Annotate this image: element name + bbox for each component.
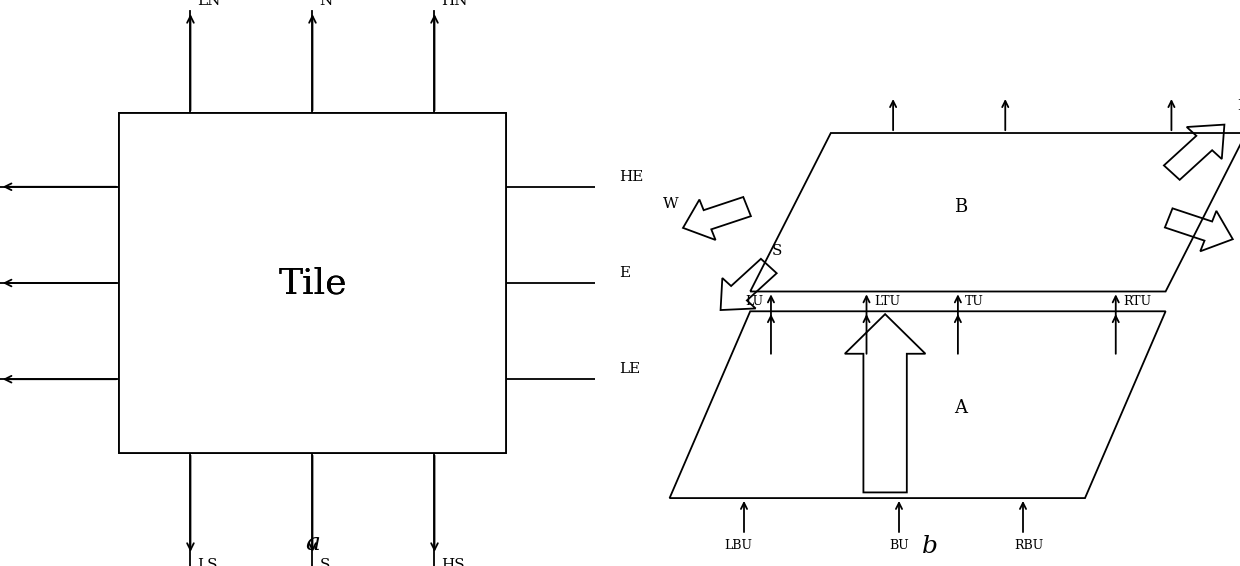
Text: HN: HN (441, 0, 469, 8)
Text: LN: LN (197, 0, 221, 8)
Bar (119, 113, 506, 453)
Text: RBU: RBU (1014, 539, 1044, 552)
Text: LE: LE (619, 362, 640, 376)
Text: LTU: LTU (874, 295, 900, 308)
Text: E: E (619, 266, 630, 280)
Text: HS: HS (441, 558, 465, 566)
Text: LBU: LBU (724, 539, 751, 552)
Text: BU: BU (889, 539, 909, 552)
Text: S: S (771, 243, 782, 258)
Text: W: W (663, 197, 680, 211)
Text: RTU: RTU (1123, 295, 1151, 308)
Text: B: B (955, 198, 967, 216)
Text: b: b (923, 534, 937, 558)
Text: Tile: Tile (278, 266, 347, 300)
Text: Tile: Tile (278, 266, 347, 300)
Text: N: N (320, 0, 332, 8)
Text: LU: LU (745, 295, 764, 308)
Text: a: a (305, 531, 320, 555)
Text: TU: TU (966, 295, 985, 308)
Text: A: A (955, 398, 967, 417)
Text: N: N (1238, 99, 1240, 113)
Text: S: S (320, 558, 330, 566)
Text: HE: HE (619, 170, 644, 184)
Text: LS: LS (197, 558, 218, 566)
Bar (119, 113, 506, 453)
